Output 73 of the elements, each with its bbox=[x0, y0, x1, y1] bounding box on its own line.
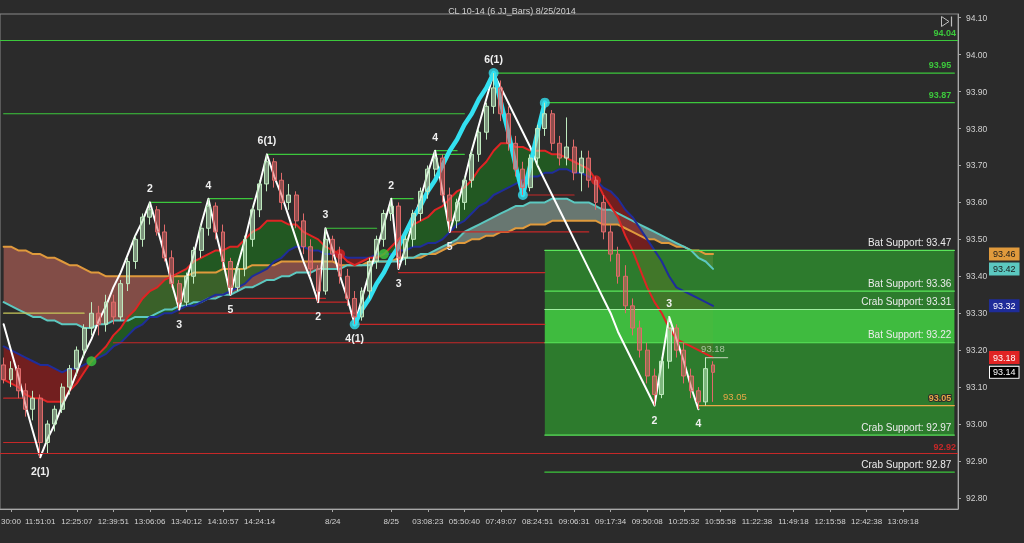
x-tick-label: 13:09:18 bbox=[887, 516, 920, 526]
x-tick-label: 10:55:58 bbox=[704, 516, 737, 526]
y2-tick-label: 93.46 bbox=[993, 249, 1016, 260]
annotation: 2 bbox=[146, 182, 153, 195]
annotation: 4 bbox=[205, 178, 212, 191]
x-tick-label: 12:15:58 bbox=[814, 516, 847, 526]
annotation: 3 bbox=[395, 276, 402, 289]
y-tick-label: 94.10 bbox=[966, 12, 988, 23]
y-tick-label: 94.00 bbox=[966, 49, 988, 60]
annotation: 6(1) bbox=[257, 134, 277, 147]
x-tick-label: 03:08:23 bbox=[412, 516, 444, 526]
annotation: 3 bbox=[176, 317, 183, 330]
annotation: 4(1) bbox=[345, 332, 365, 345]
x-tick-label: 08:24:51 bbox=[521, 516, 554, 526]
annotation: 3 bbox=[666, 296, 673, 309]
x-tick-label: 8/25 bbox=[383, 516, 400, 526]
annotation: 6(1) bbox=[484, 53, 503, 66]
x-tick-label: 09:17:34 bbox=[595, 516, 627, 526]
annotation: 3 bbox=[322, 208, 329, 221]
ref-line-label: 94.04 bbox=[933, 28, 956, 39]
y-tick-label: 93.50 bbox=[966, 234, 988, 245]
y-tick-label: 93.40 bbox=[966, 271, 988, 282]
series-label: Bat Support: 93.22 bbox=[867, 329, 952, 341]
annotation: 4 bbox=[695, 417, 702, 430]
y2-tick-label: 93.42 bbox=[993, 263, 1016, 274]
y-tick-label: 93.30 bbox=[966, 308, 988, 319]
x-tick-label: 07:49:07 bbox=[485, 516, 518, 526]
y-tick-label: 93.00 bbox=[966, 419, 988, 430]
annotation: 4 bbox=[432, 130, 439, 143]
series-label: Bat Support: 93.36 bbox=[867, 277, 952, 289]
x-tick-label: 12:25:07 bbox=[61, 516, 93, 526]
x-tick-label: 11:22:38 bbox=[741, 516, 773, 526]
x-tick-label: 05:50:40 bbox=[448, 516, 481, 526]
x-tick-label: 09:06:31 bbox=[558, 516, 591, 526]
x-tick-label: 10:25:32 bbox=[668, 516, 700, 526]
x-tick-label: 12:42:38 bbox=[851, 516, 883, 526]
y-tick-label: 93.60 bbox=[966, 197, 988, 208]
annotation: 2 bbox=[315, 310, 322, 323]
annotation: 2(1) bbox=[30, 465, 50, 478]
x-tick-label: 13:40:12 bbox=[170, 516, 203, 526]
x-tick-label: 11:51:01 bbox=[24, 516, 57, 526]
annotation: 5 bbox=[227, 302, 234, 315]
x-tick-label: 09:50:08 bbox=[631, 516, 664, 526]
x-tick-label: 13:06:06 bbox=[134, 516, 167, 526]
x-tick-label: 8/24 bbox=[324, 516, 342, 526]
data-label: 93.05 bbox=[723, 391, 747, 403]
y2-tick-label: 93.14 bbox=[993, 367, 1016, 378]
y-tick-label: 93.20 bbox=[966, 345, 988, 356]
y-tick-label: 93.80 bbox=[966, 123, 988, 134]
y-tick-label: 92.80 bbox=[966, 492, 988, 503]
y-tick-label: 93.70 bbox=[966, 160, 988, 171]
annotation: 2 bbox=[388, 178, 395, 191]
y2-tick-label: 93.18 bbox=[993, 352, 1016, 363]
y-tick-label: 93.90 bbox=[966, 86, 988, 97]
series-label: Crab Support: 93.31 bbox=[861, 296, 952, 308]
x-tick-label: 12:39:51 bbox=[97, 516, 130, 526]
x-tick-label: 14:24:14 bbox=[244, 516, 276, 526]
ref-line-label: 92.92 bbox=[933, 442, 956, 453]
data-label: 93.05 bbox=[928, 392, 952, 403]
x-tick-label: 14:10:57 bbox=[207, 516, 240, 526]
annotation: 2 bbox=[651, 413, 658, 426]
chart-title: CL 10-14 (6 JJ_Bars) 8/25/2014 bbox=[448, 5, 576, 16]
data-label: 93.18 bbox=[701, 343, 725, 355]
y-tick-label: 92.90 bbox=[966, 455, 988, 466]
y-tick-label: 93.10 bbox=[966, 382, 988, 393]
x-tick-label: 30:00 bbox=[0, 516, 22, 526]
data-label: 93.95 bbox=[928, 60, 952, 71]
y2-tick-label: 93.32 bbox=[993, 300, 1016, 311]
series-label: Bat Support: 93.47 bbox=[867, 236, 952, 248]
series-label: Crab Support: 92.97 bbox=[861, 421, 952, 433]
data-label: 93.87 bbox=[928, 89, 952, 100]
series-label: Crab Support: 92.87 bbox=[861, 458, 952, 470]
x-tick-label: 11:49:18 bbox=[778, 516, 810, 526]
